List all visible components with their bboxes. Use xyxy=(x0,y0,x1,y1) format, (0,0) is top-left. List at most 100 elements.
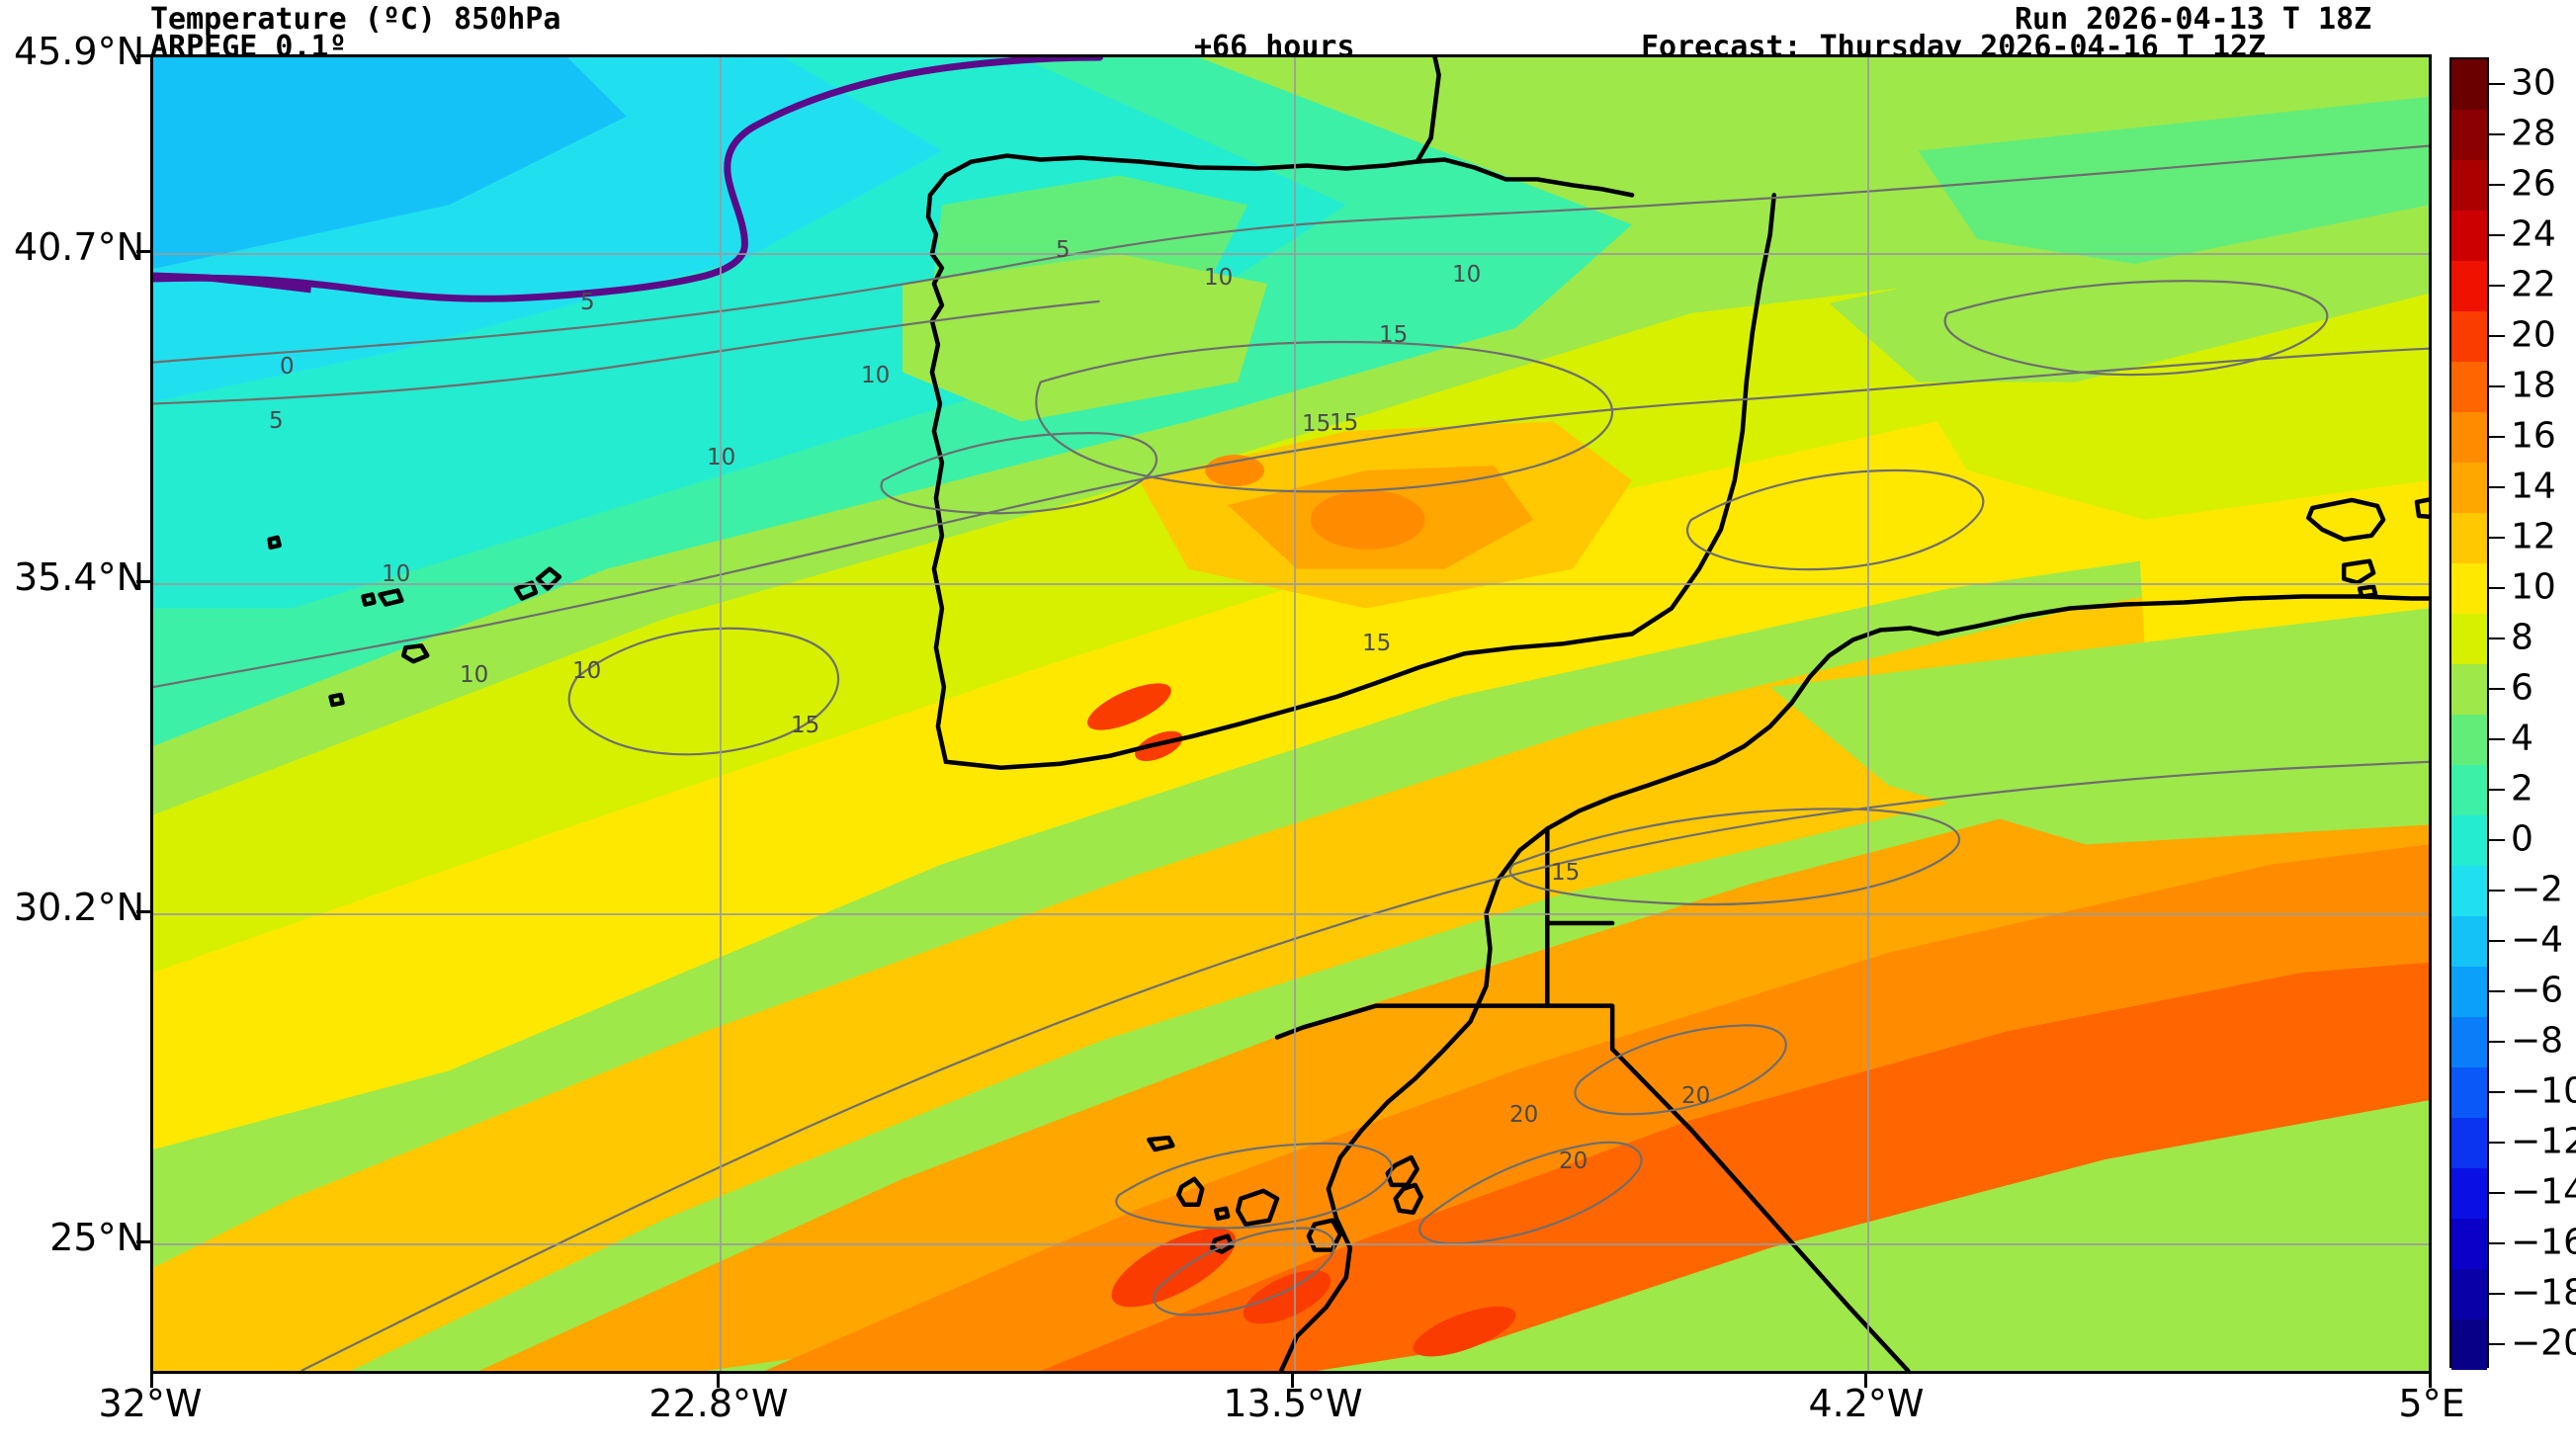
contour-label: 20 xyxy=(1559,1148,1589,1174)
x-tick xyxy=(2429,1374,2432,1388)
map-plot-area[interactable]: 0 5 5 5 10 10 10 10 10 10 10 15 15 15 15 15 15 20 20 20 xyxy=(150,54,2432,1374)
x-tick xyxy=(1864,1374,1867,1388)
colorbar-segment xyxy=(2451,110,2487,160)
colorbar-tick xyxy=(2489,284,2505,287)
colorbar-tick xyxy=(2489,183,2505,186)
colorbar-segment xyxy=(2451,664,2487,715)
colorbar-tick-label: 30 xyxy=(2511,62,2556,103)
colorbar-tick-label: 8 xyxy=(2511,617,2533,657)
temperature-contour-fill xyxy=(153,57,2429,1371)
contour-label: 20 xyxy=(1681,1083,1711,1109)
colorbar-tick xyxy=(2489,536,2505,539)
y-tick xyxy=(136,54,150,57)
colorbar-segment xyxy=(2451,765,2487,815)
colorbar-segment xyxy=(2451,463,2487,513)
x-axis-label: 4.2°W xyxy=(1808,1382,1925,1425)
run-timestamp-label: Run 2026-04-13 T 18Z xyxy=(2015,2,2372,37)
temperature-field xyxy=(153,57,2429,1371)
y-axis-label: 40.7°N xyxy=(13,225,144,269)
colorbar-tick-label: 0 xyxy=(2511,818,2533,859)
colorbar-tick-label: 26 xyxy=(2511,163,2556,204)
colorbar-segment xyxy=(2451,715,2487,765)
colorbar-tick-label: −14 xyxy=(2511,1171,2576,1212)
y-axis-label: 45.9°N xyxy=(13,30,144,73)
gridline-vertical xyxy=(1867,57,1869,1371)
colorbar-tick-label: 20 xyxy=(2511,314,2556,355)
colorbar-tick-label: 2 xyxy=(2511,768,2533,808)
x-axis-label: 32°W xyxy=(98,1382,203,1425)
colorbar-tick xyxy=(2489,1090,2505,1093)
contour-label: 10 xyxy=(1452,262,1482,288)
x-axis-label: 5°E xyxy=(2398,1382,2465,1425)
chart-title: Temperature (ºC) 850hPa xyxy=(150,2,561,37)
y-axis-label: 35.4°N xyxy=(13,555,144,599)
gridline-horizontal xyxy=(153,913,2429,915)
colorbar-segment xyxy=(2451,59,2487,110)
colorbar-segment xyxy=(2451,412,2487,463)
colorbar-tick-label: −10 xyxy=(2511,1070,2576,1111)
colorbar-tick-label: 14 xyxy=(2511,466,2556,506)
colorbar-tick-label: 24 xyxy=(2511,213,2556,254)
colorbar-segment xyxy=(2451,967,2487,1017)
contour-label: 15 xyxy=(1362,631,1392,656)
contour-label: 10 xyxy=(1204,265,1234,291)
contour-label: 10 xyxy=(861,363,891,388)
chart-header: Temperature (ºC) 850hPa ARPEGE 0.1º +66 … xyxy=(0,0,2576,64)
contour-label: 20 xyxy=(1509,1102,1539,1128)
contour-label: 10 xyxy=(572,658,602,684)
colorbar-tick xyxy=(2489,132,2505,135)
contour-label: 5 xyxy=(580,290,595,315)
y-tick xyxy=(136,1240,150,1243)
colorbar-segment xyxy=(2451,211,2487,261)
contour-label: 15 xyxy=(791,713,820,738)
contour-label: 10 xyxy=(382,561,411,587)
contour-label: 10 xyxy=(707,445,736,470)
colorbar-segment xyxy=(2451,261,2487,311)
contour-label: 5 xyxy=(269,408,284,434)
colorbar-tick-label: −2 xyxy=(2511,869,2564,909)
colorbar-segment xyxy=(2451,311,2487,362)
gridline-horizontal xyxy=(153,1243,2429,1245)
colorbar-tick-label: −18 xyxy=(2511,1272,2576,1313)
colorbar-segment xyxy=(2451,563,2487,614)
colorbar-segment xyxy=(2451,866,2487,916)
contour-label: 0 xyxy=(280,354,295,380)
colorbar-tick xyxy=(2489,788,2505,791)
colorbar-tick xyxy=(2489,233,2505,236)
colorbar-segment xyxy=(2451,1168,2487,1219)
contour-label: 15 xyxy=(1330,410,1359,436)
colorbar-tick-label: −16 xyxy=(2511,1222,2576,1262)
y-tick xyxy=(136,580,150,583)
contour-label: 10 xyxy=(460,662,489,688)
colorbar-tick xyxy=(2489,1141,2505,1144)
colorbar[interactable] xyxy=(2449,57,2489,1370)
colorbar-segment xyxy=(2451,362,2487,412)
colorbar-tick xyxy=(2489,838,2505,841)
colorbar-tick xyxy=(2489,687,2505,690)
colorbar-tick-label: −6 xyxy=(2511,970,2564,1010)
gridline-horizontal xyxy=(153,253,2429,255)
colorbar-segment xyxy=(2451,160,2487,211)
colorbar-ticks: 30 28 26 24 22 20 18 16 14 12 10 8 6 4 2 0 −2 −4 −6 −8 −10 −1… xyxy=(2449,57,2576,1368)
colorbar-tick-label: 16 xyxy=(2511,415,2556,456)
colorbar-tick xyxy=(2489,889,2505,892)
y-tick xyxy=(136,910,150,913)
y-axis-label: 25°N xyxy=(49,1216,144,1259)
colorbar-tick-label: −12 xyxy=(2511,1121,2576,1161)
x-tick xyxy=(150,1374,153,1388)
contour-label: 15 xyxy=(1302,411,1331,437)
x-axis-label: 13.5°W xyxy=(1223,1382,1363,1425)
colorbar-tick xyxy=(2489,1241,2505,1244)
colorbar-tick-label: 28 xyxy=(2511,113,2556,153)
colorbar-segment xyxy=(2451,614,2487,664)
gridline-vertical xyxy=(720,57,722,1371)
colorbar-tick-label: 12 xyxy=(2511,516,2556,556)
colorbar-tick-label: −20 xyxy=(2511,1322,2576,1363)
colorbar-tick xyxy=(2489,737,2505,740)
contour-label: 15 xyxy=(1379,322,1409,348)
colorbar-tick xyxy=(2489,637,2505,639)
colorbar-tick-label: 22 xyxy=(2511,264,2556,304)
gridline-horizontal xyxy=(153,583,2429,585)
colorbar-segment xyxy=(2451,1067,2487,1118)
colorbar-tick xyxy=(2489,82,2505,85)
